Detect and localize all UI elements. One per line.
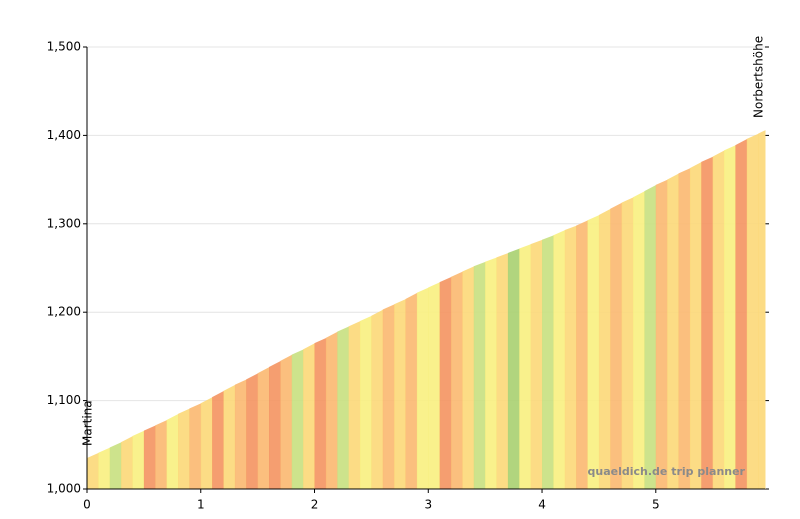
elevation-segment (598, 208, 611, 489)
elevation-segment (337, 326, 350, 489)
elevation-segment (428, 282, 441, 489)
elevation-segment (667, 173, 680, 490)
elevation-segment (291, 349, 304, 489)
elevation-segment (155, 420, 168, 489)
elevation-segment (724, 145, 736, 489)
elevation-segment (178, 408, 190, 489)
elevation-segment (223, 384, 236, 489)
elevation-segment (257, 367, 270, 489)
elevation-segment (519, 244, 532, 489)
y-tick-label: 1,300 (47, 216, 81, 230)
elevation-segment (303, 343, 316, 489)
x-tick-label: 3 (424, 498, 432, 512)
elevation-segment (325, 331, 338, 489)
elevation-segment (655, 179, 668, 489)
elevation-segment (644, 184, 657, 490)
elevation-segment (473, 261, 486, 489)
annotation: Martina (81, 400, 95, 446)
elevation-segment (553, 229, 566, 489)
x-tick-label: 2 (311, 498, 319, 512)
elevation-segment (712, 150, 725, 490)
elevation-segment (360, 315, 372, 489)
elevation-segment (200, 397, 213, 489)
elevation-segment (405, 292, 418, 489)
elevation-segment (746, 133, 759, 489)
elevation-segment (587, 214, 600, 489)
x-tick-label: 0 (83, 498, 91, 512)
elevation-segment (143, 425, 156, 489)
elevation-segment (348, 321, 361, 489)
elevation-segment (121, 435, 134, 489)
elevation-segment (394, 298, 407, 489)
elevation-segment (189, 403, 202, 489)
elevation-segment (98, 447, 111, 489)
elevation-segment (451, 271, 463, 489)
elevation-segment (496, 252, 509, 489)
y-tick-label: 1,200 (47, 305, 81, 319)
elevation-segment (507, 248, 520, 489)
elevation-segment (246, 373, 259, 489)
y-tick-label: 1,400 (47, 128, 81, 142)
elevation-segment (610, 202, 623, 490)
elevation-segment (689, 161, 702, 490)
elevation-segment (735, 138, 748, 489)
elevation-segment (758, 130, 766, 489)
elevation-segment (485, 257, 498, 489)
y-tick-label: 1,500 (47, 40, 81, 54)
y-tick-label: 1,100 (47, 393, 81, 407)
elevation-segment (87, 452, 99, 489)
elevation-segment (416, 287, 429, 489)
annotation: Norbertshöhe (752, 36, 766, 118)
elevation-segment (371, 309, 384, 489)
elevation-segment (564, 225, 577, 489)
x-tick-label: 5 (652, 498, 660, 512)
elevation-segment (462, 266, 475, 489)
elevation-segment (132, 430, 145, 489)
watermark: quaeldich.de trip planner (588, 465, 746, 478)
elevation-segment (701, 156, 714, 489)
elevation-segment (314, 337, 327, 489)
elevation-segment (542, 235, 554, 489)
elevation-segment (166, 413, 179, 489)
elevation-segment (269, 360, 281, 489)
x-tick-label: 4 (538, 498, 546, 512)
x-tick-label: 1 (197, 498, 205, 512)
elevation-segment (234, 379, 247, 489)
elevation-segment (280, 354, 293, 489)
elevation-segment (576, 220, 589, 489)
elevation-segment (678, 168, 691, 489)
elevation-segment (530, 239, 543, 489)
elevation-segment (633, 191, 645, 490)
elevation-segment (621, 197, 634, 489)
elevation-segment (439, 276, 452, 489)
y-tick-label: 1,000 (47, 482, 81, 496)
elevation-segment (109, 442, 122, 489)
elevation-segment (382, 304, 395, 489)
elevation-segment (212, 390, 225, 489)
